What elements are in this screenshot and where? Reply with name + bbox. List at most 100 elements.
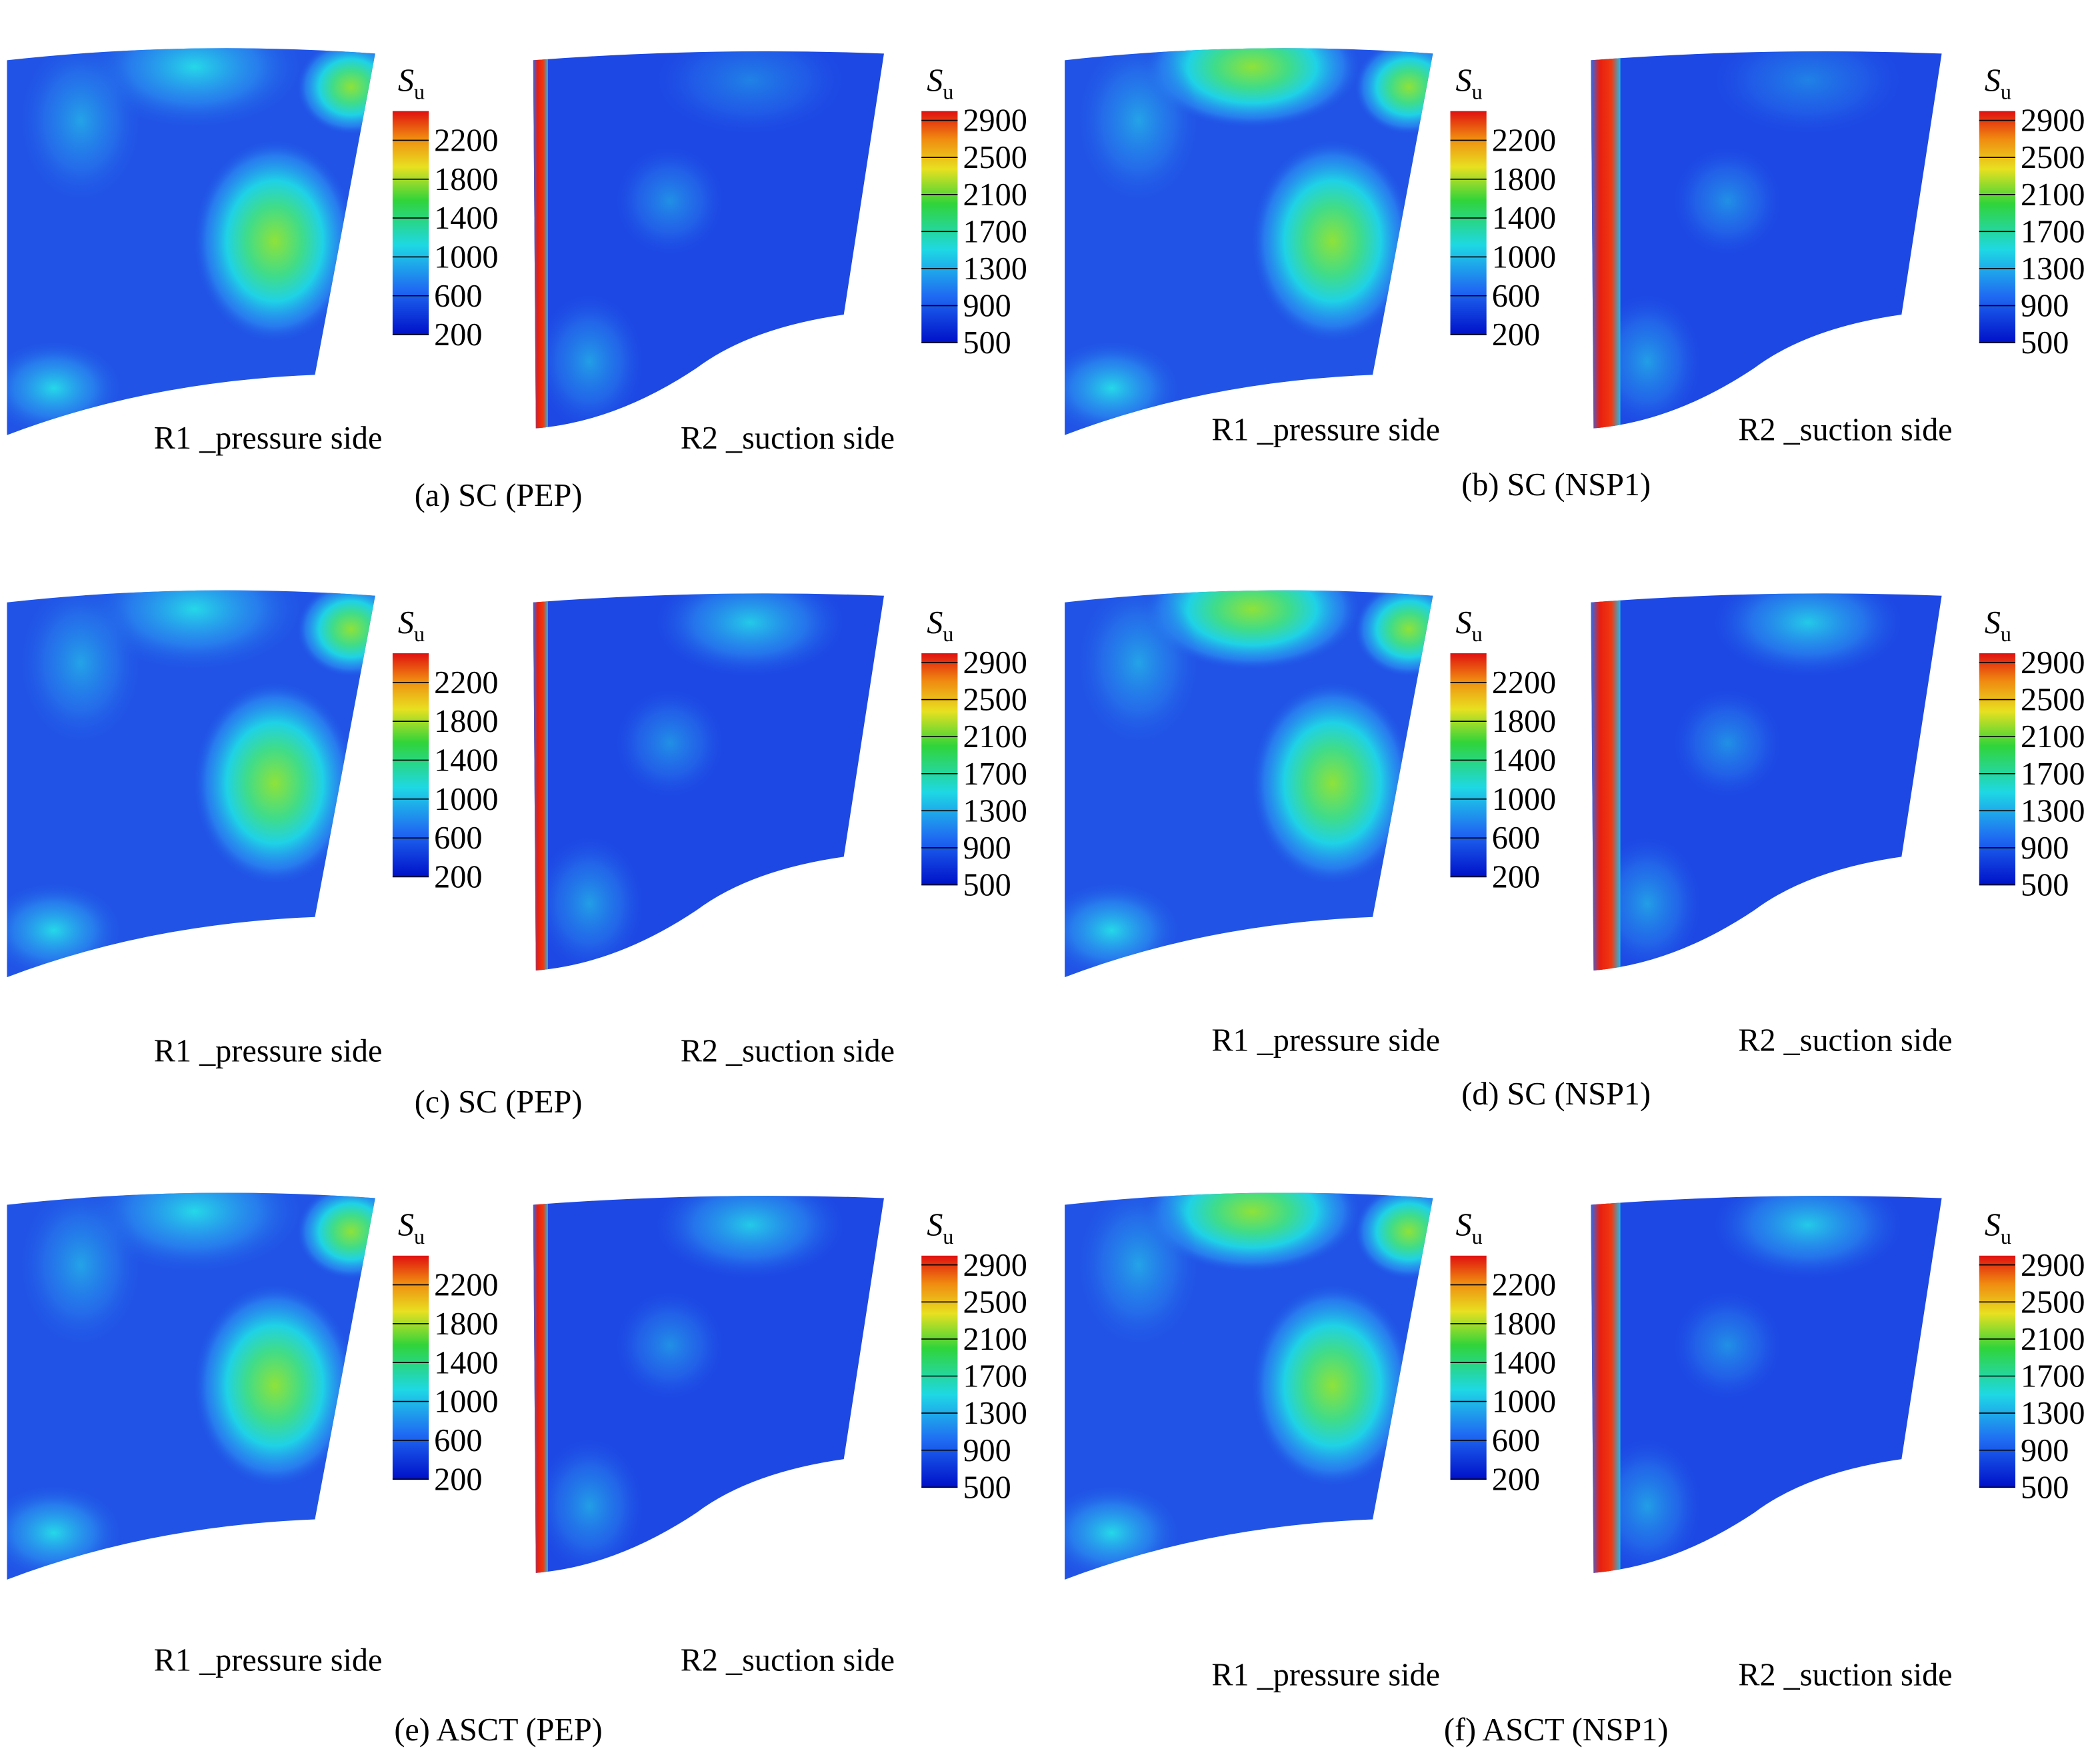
colorbar-tick-label: 2100 [2021,1322,2085,1357]
contour-blob [87,590,302,670]
colorbar-tick-label: 1800 [1492,704,1556,739]
left-label: R1 _pressure side [1211,1658,1440,1693]
colorbar-tick-label: 2500 [2021,1284,2085,1320]
leading-edge [533,595,548,971]
colorbar-tick-label: 2100 [963,719,1027,755]
contours [1591,1196,1902,1573]
left-label: R1 _pressure side [154,1034,383,1069]
colorbar-tick-label: 600 [1492,821,1540,856]
subscript: u [1472,1224,1483,1248]
contours [533,51,844,429]
symbol: S [1985,605,2001,641]
colorbar-tick-label: 600 [434,1423,482,1458]
colorbar-tick-label: 200 [434,317,482,353]
contour-blob [1078,48,1199,201]
contours [1591,593,1902,971]
subscript: u [2001,1224,2011,1248]
contour-blob [1065,1486,1179,1580]
colorbar-tick-label: 900 [2021,289,2069,324]
subscript: u [943,622,953,646]
colorbar-tick-label: 600 [434,821,482,856]
colorbar-tick-label: 500 [963,325,1011,361]
symbol: S [927,605,943,641]
colorbar-tick-label: 200 [1492,1462,1540,1497]
contour-blob [194,1285,355,1486]
colorbar-tick-label: 2100 [963,1322,1027,1357]
colorbar-tick-label: 1700 [963,1359,1027,1394]
left-label: R1 _pressure side [1211,413,1440,448]
contour-blob [1065,883,1179,978]
left-label: R1 _pressure side [154,1642,383,1678]
contour-blob [194,140,355,342]
colorbar [1979,1255,2016,1488]
colorbar-tick-label: 2200 [434,123,498,159]
colorbar-tick-label: 2100 [963,177,1027,213]
subscript: u [943,80,953,104]
colorbar-tick-label: 1400 [1492,743,1556,779]
contours [7,590,375,978]
contour-blob [1714,1196,1902,1278]
contour-blob [656,1196,844,1278]
colorbar [392,111,429,335]
leading-edge [1591,595,1621,971]
colorbar-tick-label: 1800 [1492,162,1556,197]
symbol: S [398,1208,414,1243]
contour-blob [194,683,355,884]
contour-blob [1355,48,1433,134]
contours [1591,51,1902,429]
colorbar-symbol: Su [927,63,953,104]
colorbar [921,1255,958,1488]
colorbar-tick-label: 1700 [2021,214,2085,249]
contour-blob [656,51,844,134]
right-label: R2 _suction side [681,1642,895,1678]
contour-blob [87,1192,302,1272]
colorbar-tick-label: 2500 [2021,683,2085,718]
colorbar-tick-label: 900 [2021,1433,2069,1468]
colorbar-tick-label: 1400 [1492,1345,1556,1380]
contour-blob [1355,590,1433,677]
colorbar-symbol: Su [1985,63,2011,104]
contours [1065,590,1433,978]
colorbar-symbol: Su [1456,605,1483,646]
panel: R1 _pressure side R2 _suction side (a) SC … [7,48,1027,513]
colorbar-tick-label: 1800 [434,1306,498,1342]
colorbar-tick-label: 600 [434,279,482,314]
subscript: u [414,80,425,104]
colorbar-tick-label: 1700 [963,214,1027,249]
colorbar [921,653,958,885]
colorbar-tick-label: 2900 [2021,103,2085,139]
colorbar-tick-label: 1700 [2021,1359,2085,1394]
panel: R1 _pressure side R2 _suction side (d) SC … [1065,590,2085,1112]
subscript: u [2001,80,2011,104]
colorbar-symbol: Su [398,605,425,646]
colorbar-tick-label: 500 [2021,325,2069,361]
contour-blob [1252,140,1413,342]
left-label: R1 _pressure side [154,421,383,456]
colorbar-tick-label: 2200 [1492,665,1556,701]
colorbar-tick-label: 2900 [963,1248,1027,1283]
panel: R1 _pressure side R2 _suction side (f) ASC… [1065,1192,2085,1748]
colorbar [392,1255,429,1480]
contour-blob [1252,1285,1413,1486]
contour-blob [1145,1192,1359,1272]
contour-blob [1714,593,1902,677]
colorbar-symbol: Su [1456,1208,1483,1248]
symbol: S [398,63,414,99]
colorbar-symbol: Su [398,63,425,104]
colorbar-symbol: Su [1985,1208,2011,1248]
subscript: u [414,1224,425,1248]
contour-blob [1065,341,1179,435]
left-label: R1 _pressure side [1211,1023,1440,1058]
subscript: u [2001,622,2011,646]
symbol: S [1456,605,1472,641]
right-label: R2 _suction side [1738,413,1952,448]
colorbar-tick-label: 500 [2021,868,2069,903]
leading-edge [1591,53,1621,429]
panel: R1 _pressure side R2 _suction side (c) SC … [7,590,1027,1120]
colorbar-tick-label: 1300 [2021,793,2085,829]
panel: R1 _pressure side R2 _suction side (e) ASC… [7,1192,1027,1748]
colorbar-tick-label: 1300 [2021,1396,2085,1431]
colorbar-tick-label: 1400 [1492,201,1556,236]
colorbar-tick-label: 2900 [2021,645,2085,681]
subscript: u [1472,80,1483,104]
